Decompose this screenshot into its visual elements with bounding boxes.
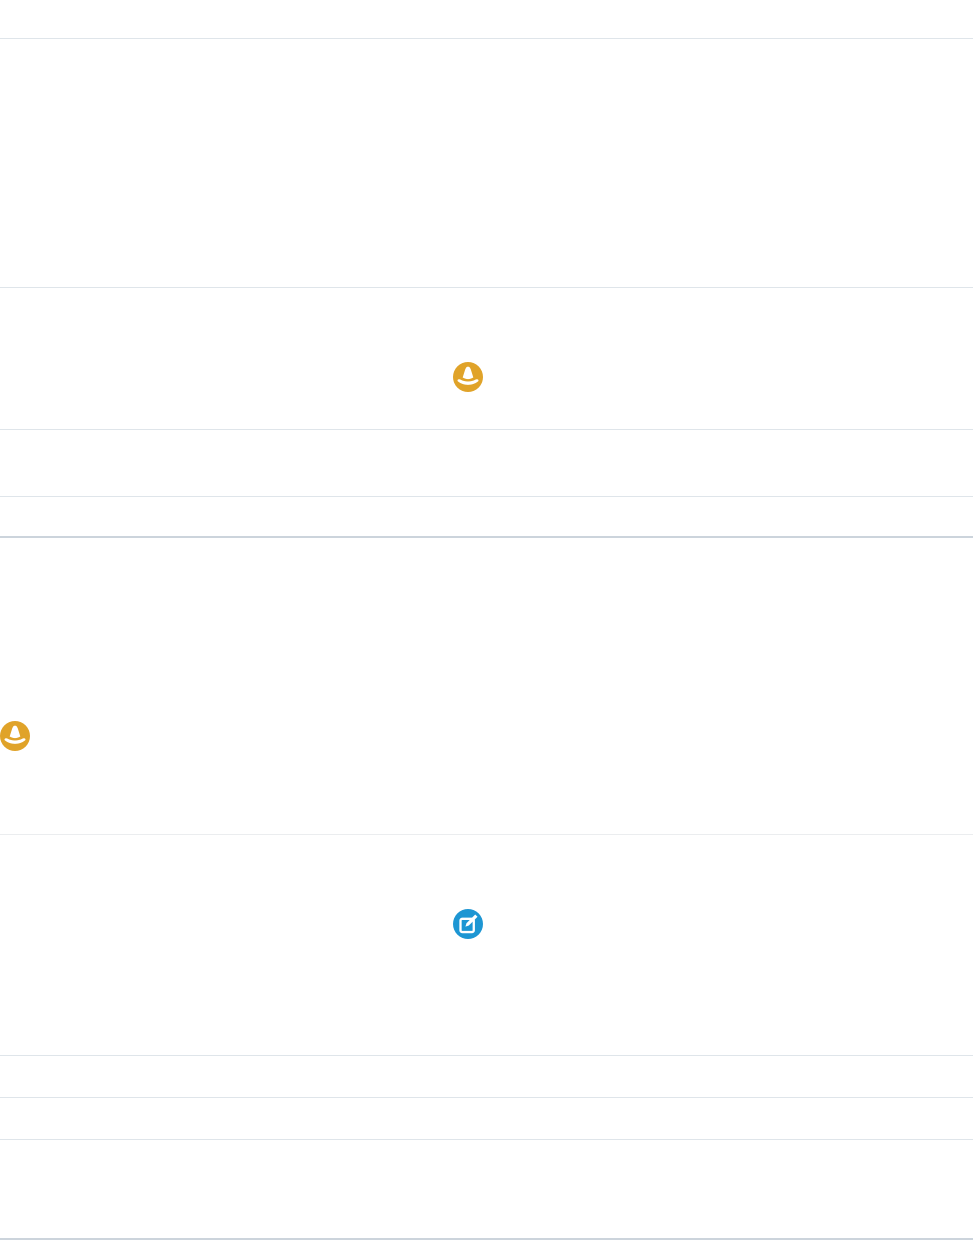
list-row-divider-2 (0, 1097, 973, 1098)
footer-divider (0, 1238, 973, 1240)
section-divider-2 (0, 496, 973, 497)
lead-icon (457, 366, 479, 385)
list-row-divider-3 (0, 1139, 973, 1140)
lead-list-item-icon (0, 721, 30, 751)
lead-object-icon (453, 362, 483, 392)
tabbar-divider (0, 536, 973, 538)
list-row-divider-1 (0, 1055, 973, 1056)
edit-pencil-icon (459, 914, 478, 934)
header-card-divider (0, 287, 973, 288)
edit-compose-icon[interactable] (453, 909, 483, 939)
section-divider-3 (0, 834, 973, 835)
lead-icon (4, 725, 26, 744)
global-header-divider (0, 38, 973, 39)
section-divider-1 (0, 429, 973, 430)
